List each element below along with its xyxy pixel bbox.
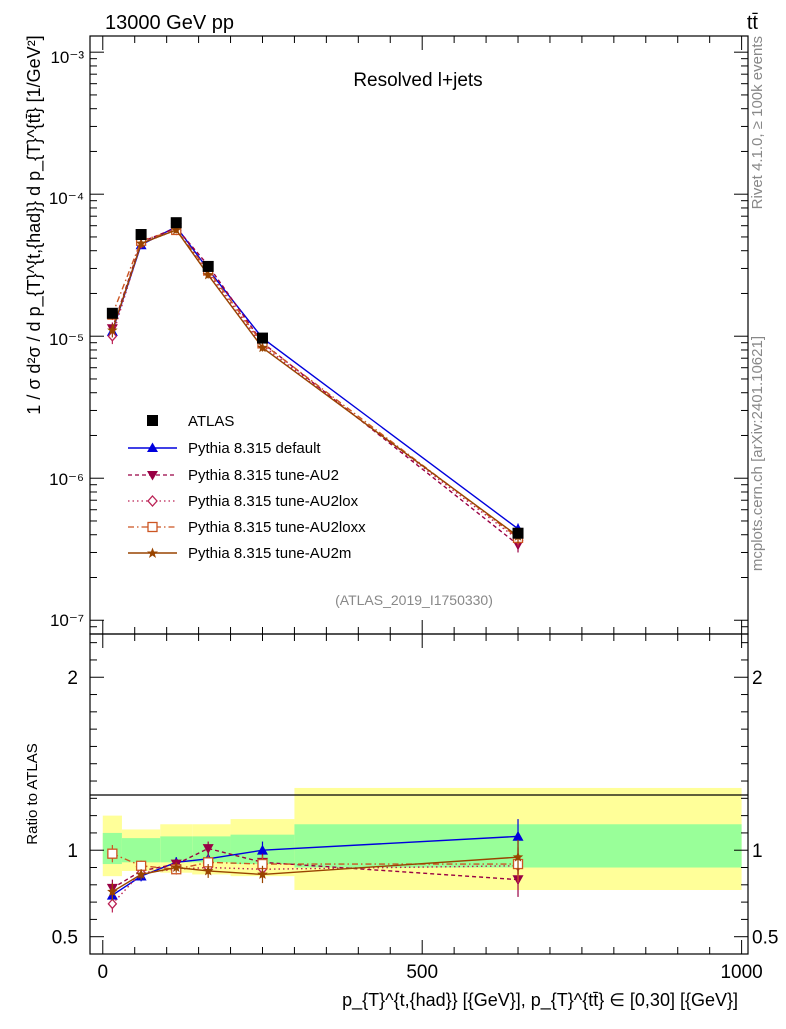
ratio-point-au2m xyxy=(202,865,214,876)
main-point-atlas xyxy=(106,307,118,319)
mcplots-label: mcplots.cern.ch [arXiv:2401.10621] xyxy=(749,336,766,571)
ratio-point-au2lox xyxy=(107,898,118,910)
legend: ATLAS Pythia 8.315 default Pythia 8.315 … xyxy=(128,413,366,562)
main-point-au2m xyxy=(257,342,268,353)
ytick-label-1e-6: 10⁻⁶ xyxy=(49,470,84,489)
legend-entry-au2m: Pythia 8.315 tune-AU2m xyxy=(128,545,351,562)
ratio-point-au2m xyxy=(171,862,182,872)
legend-marker-au2lox xyxy=(147,495,158,507)
header-process-label: tt̄ xyxy=(747,12,759,34)
main-title: Resolved l+jets xyxy=(353,70,482,91)
legend-entry-au2: Pythia 8.315 tune-AU2 xyxy=(128,467,339,484)
legend-entry-atlas: ATLAS xyxy=(147,413,234,430)
ratio-point-au2loxx xyxy=(107,848,118,859)
main-axis-ticks xyxy=(90,36,748,635)
main-line-au2loxx xyxy=(111,229,519,539)
ratio-point-au2m xyxy=(135,868,147,879)
main-series-layer xyxy=(106,217,524,553)
rivet-version-label: Rivet 4.1.0, ≥ 100k events xyxy=(749,36,766,209)
main-series-atlas xyxy=(106,217,524,539)
ratio-frame xyxy=(89,633,749,955)
legend-label-au2: Pythia 8.315 tune-AU2 xyxy=(188,467,339,484)
main-series-default xyxy=(106,221,524,535)
main-point-atlas xyxy=(256,332,268,344)
header-energy-label: 13000 GeV pp xyxy=(105,12,234,34)
ratio-line-au2loxx xyxy=(112,853,519,870)
main-point-atlas xyxy=(170,217,182,229)
legend-entry-au2lox: Pythia 8.315 tune-AU2lox xyxy=(128,493,359,510)
ratio-series-layer xyxy=(106,819,524,913)
ratio-point-au2 xyxy=(202,844,214,854)
main-panel: Resolved l+jets (ATLAS_2019_I1750330) 1 … xyxy=(24,35,749,635)
main-point-au2m xyxy=(202,269,214,280)
legend-marker-atlas xyxy=(147,415,158,426)
xtick-label: 500 xyxy=(406,962,438,983)
main-point-atlas xyxy=(512,527,524,539)
ratio-ytick-label-left: 1 xyxy=(67,841,78,862)
ratio-uncertainty-bands xyxy=(102,787,742,890)
main-line-au2m xyxy=(111,229,519,537)
xtick-label: 1000 xyxy=(720,962,762,983)
legend-entry-default: Pythia 8.315 default xyxy=(128,440,321,457)
ratio-line-au2 xyxy=(111,847,519,889)
ratio-point-default xyxy=(256,844,268,855)
ratio-band-inner xyxy=(121,838,161,863)
legend-label-au2lox: Pythia 8.315 tune-AU2lox xyxy=(188,493,359,510)
analysis-watermark: (ATLAS_2019_I1750330) xyxy=(335,592,493,608)
ratio-series-au2m xyxy=(107,839,524,901)
ratio-ytick-label-right: 1 xyxy=(752,841,763,862)
ratio-point-au2m xyxy=(107,886,118,897)
ratio-point-au2m xyxy=(512,851,524,862)
ratio-point-default xyxy=(512,830,524,841)
ratio-panel: 0.5 0.5 1 1 2 2 0 500 1000 Ratio to ATLAS p_{T}^… xyxy=(24,633,778,1011)
legend-label-default: Pythia 8.315 default xyxy=(188,440,321,457)
main-point-au2m xyxy=(171,224,182,235)
ratio-ytick-label-left: 2 xyxy=(67,668,78,689)
legend-marker-au2m xyxy=(147,547,158,558)
ratio-point-au2loxx xyxy=(135,860,147,871)
ratio-ytick-label-right: 2 xyxy=(752,668,763,689)
main-point-au2m xyxy=(107,324,118,335)
main-ylabel: 1 / σ d²σ / d p_{T}^{t,{had}} d p_{T}^{t… xyxy=(24,35,45,414)
main-point-au2m xyxy=(135,237,147,248)
ytick-label-1e-3: 10⁻³ xyxy=(50,48,84,67)
ratio-ytick-label-left: 0.5 xyxy=(52,928,78,949)
ratio-line-au2m xyxy=(111,856,519,893)
main-point-atlas xyxy=(135,229,147,241)
ratio-axis-ticks: 0.5 0.5 1 1 2 2 0 500 1000 xyxy=(52,634,778,983)
legend-marker-au2 xyxy=(147,471,158,481)
legend-label-au2m: Pythia 8.315 tune-AU2m xyxy=(188,545,351,562)
ytick-label-1e-5: 10⁻⁵ xyxy=(49,330,84,349)
legend-entry-au2loxx: Pythia 8.315 tune-AU2loxx xyxy=(128,519,366,536)
xlabel: p_{T}^{t,{had}} [{GeV}], p_{T}^{tt̄} ∈ [… xyxy=(342,990,738,1011)
ratio-ytick-label-right: 0.5 xyxy=(752,928,778,949)
ytick-label-1e-7: 10⁻⁷ xyxy=(50,611,84,630)
legend-marker-au2loxx xyxy=(147,521,158,533)
xtick-label: 0 xyxy=(97,962,108,983)
ratio-point-au2m xyxy=(257,868,268,879)
ratio-ylabel: Ratio to ATLAS xyxy=(24,743,41,844)
ytick-label-1e-4: 10⁻⁴ xyxy=(49,189,84,208)
legend-label-au2loxx: Pythia 8.315 tune-AU2loxx xyxy=(188,519,366,536)
legend-label-atlas: ATLAS xyxy=(188,413,234,430)
main-point-atlas xyxy=(202,260,214,272)
legend-marker-default xyxy=(147,442,158,452)
